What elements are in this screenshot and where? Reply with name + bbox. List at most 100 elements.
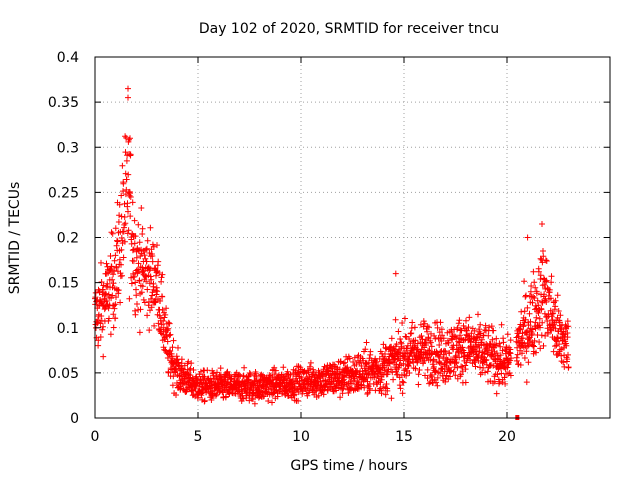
data-point — [188, 360, 195, 367]
data-point — [552, 303, 559, 310]
data-point — [453, 359, 460, 366]
data-point — [544, 318, 551, 324]
data-point — [154, 288, 161, 295]
data-point — [145, 264, 152, 271]
data-point — [120, 254, 127, 261]
data-point — [118, 192, 125, 199]
data-point — [98, 313, 105, 319]
data-point — [498, 321, 505, 328]
data-point — [433, 379, 440, 386]
data-point — [462, 379, 469, 386]
data-point — [141, 252, 148, 259]
data-point — [427, 339, 434, 346]
y-tick-label: 0.05 — [48, 366, 79, 382]
data-point — [112, 252, 119, 259]
data-point — [113, 242, 120, 249]
data-point — [493, 335, 500, 342]
data-point — [161, 314, 168, 321]
y-tick-label: 0.1 — [57, 321, 79, 337]
data-point — [532, 319, 539, 326]
data-point — [111, 257, 118, 264]
x-axis-ticks: 0 5 10 15 20 — [91, 57, 516, 445]
data-point — [298, 374, 305, 380]
data-points — [92, 85, 572, 420]
data-point — [458, 363, 465, 370]
data-point — [371, 374, 378, 381]
data-point — [354, 378, 361, 385]
y-tick-label: 0.35 — [48, 95, 79, 111]
data-point — [441, 368, 448, 375]
x-tick-label: 0 — [91, 429, 100, 445]
data-point — [508, 355, 515, 362]
data-point — [247, 371, 254, 378]
data-point — [431, 376, 438, 383]
data-point — [463, 317, 469, 324]
data-point — [538, 306, 545, 313]
data-point — [535, 268, 542, 275]
data-point — [364, 391, 371, 397]
data-point — [414, 358, 421, 365]
data-point — [418, 333, 425, 339]
data-point — [121, 214, 128, 220]
data-point — [251, 400, 258, 407]
data-point — [494, 355, 501, 362]
data-point — [324, 368, 331, 375]
data-point — [378, 390, 385, 397]
data-point — [120, 180, 127, 187]
data-point — [126, 295, 133, 302]
data-point — [548, 327, 555, 334]
data-point — [265, 398, 272, 404]
data-point — [478, 336, 485, 343]
data-point — [542, 278, 549, 285]
data-point — [428, 343, 435, 350]
data-point — [138, 289, 145, 296]
data-point — [361, 384, 368, 391]
data-point — [169, 344, 176, 351]
data-point — [565, 364, 572, 371]
data-point — [552, 343, 558, 350]
data-point — [250, 396, 256, 403]
data-point — [333, 387, 339, 394]
data-point — [295, 389, 302, 396]
data-point — [125, 171, 132, 178]
data-point — [438, 326, 445, 333]
data-point — [112, 225, 119, 232]
data-point — [353, 361, 360, 368]
data-point — [133, 254, 140, 261]
data-point — [440, 335, 447, 342]
data-point — [455, 320, 462, 327]
data-point — [523, 348, 530, 355]
data-point — [139, 283, 146, 290]
data-point — [406, 336, 413, 342]
data-point — [525, 322, 532, 329]
data-point — [533, 290, 540, 297]
data-point — [159, 271, 166, 278]
data-point — [451, 364, 458, 371]
data-point — [436, 359, 443, 366]
data-point — [485, 332, 492, 339]
data-point — [148, 276, 155, 283]
data-point — [159, 293, 166, 300]
data-point — [415, 381, 422, 388]
y-tick-label: 0 — [70, 411, 79, 427]
data-point — [539, 221, 545, 227]
data-point — [374, 381, 381, 387]
data-point — [142, 255, 149, 262]
data-point — [396, 382, 403, 389]
data-point — [116, 201, 123, 208]
data-point — [112, 315, 119, 322]
data-point — [419, 336, 426, 343]
data-point — [141, 267, 147, 274]
data-point — [344, 364, 351, 371]
data-point — [97, 320, 104, 327]
data-point — [185, 358, 192, 365]
data-point — [148, 304, 155, 311]
data-point — [165, 369, 172, 376]
data-point — [329, 365, 336, 372]
data-point — [100, 323, 106, 330]
data-point — [99, 326, 106, 333]
data-point — [165, 319, 172, 326]
data-point — [408, 330, 415, 337]
data-point — [519, 335, 526, 342]
data-point — [405, 363, 412, 370]
